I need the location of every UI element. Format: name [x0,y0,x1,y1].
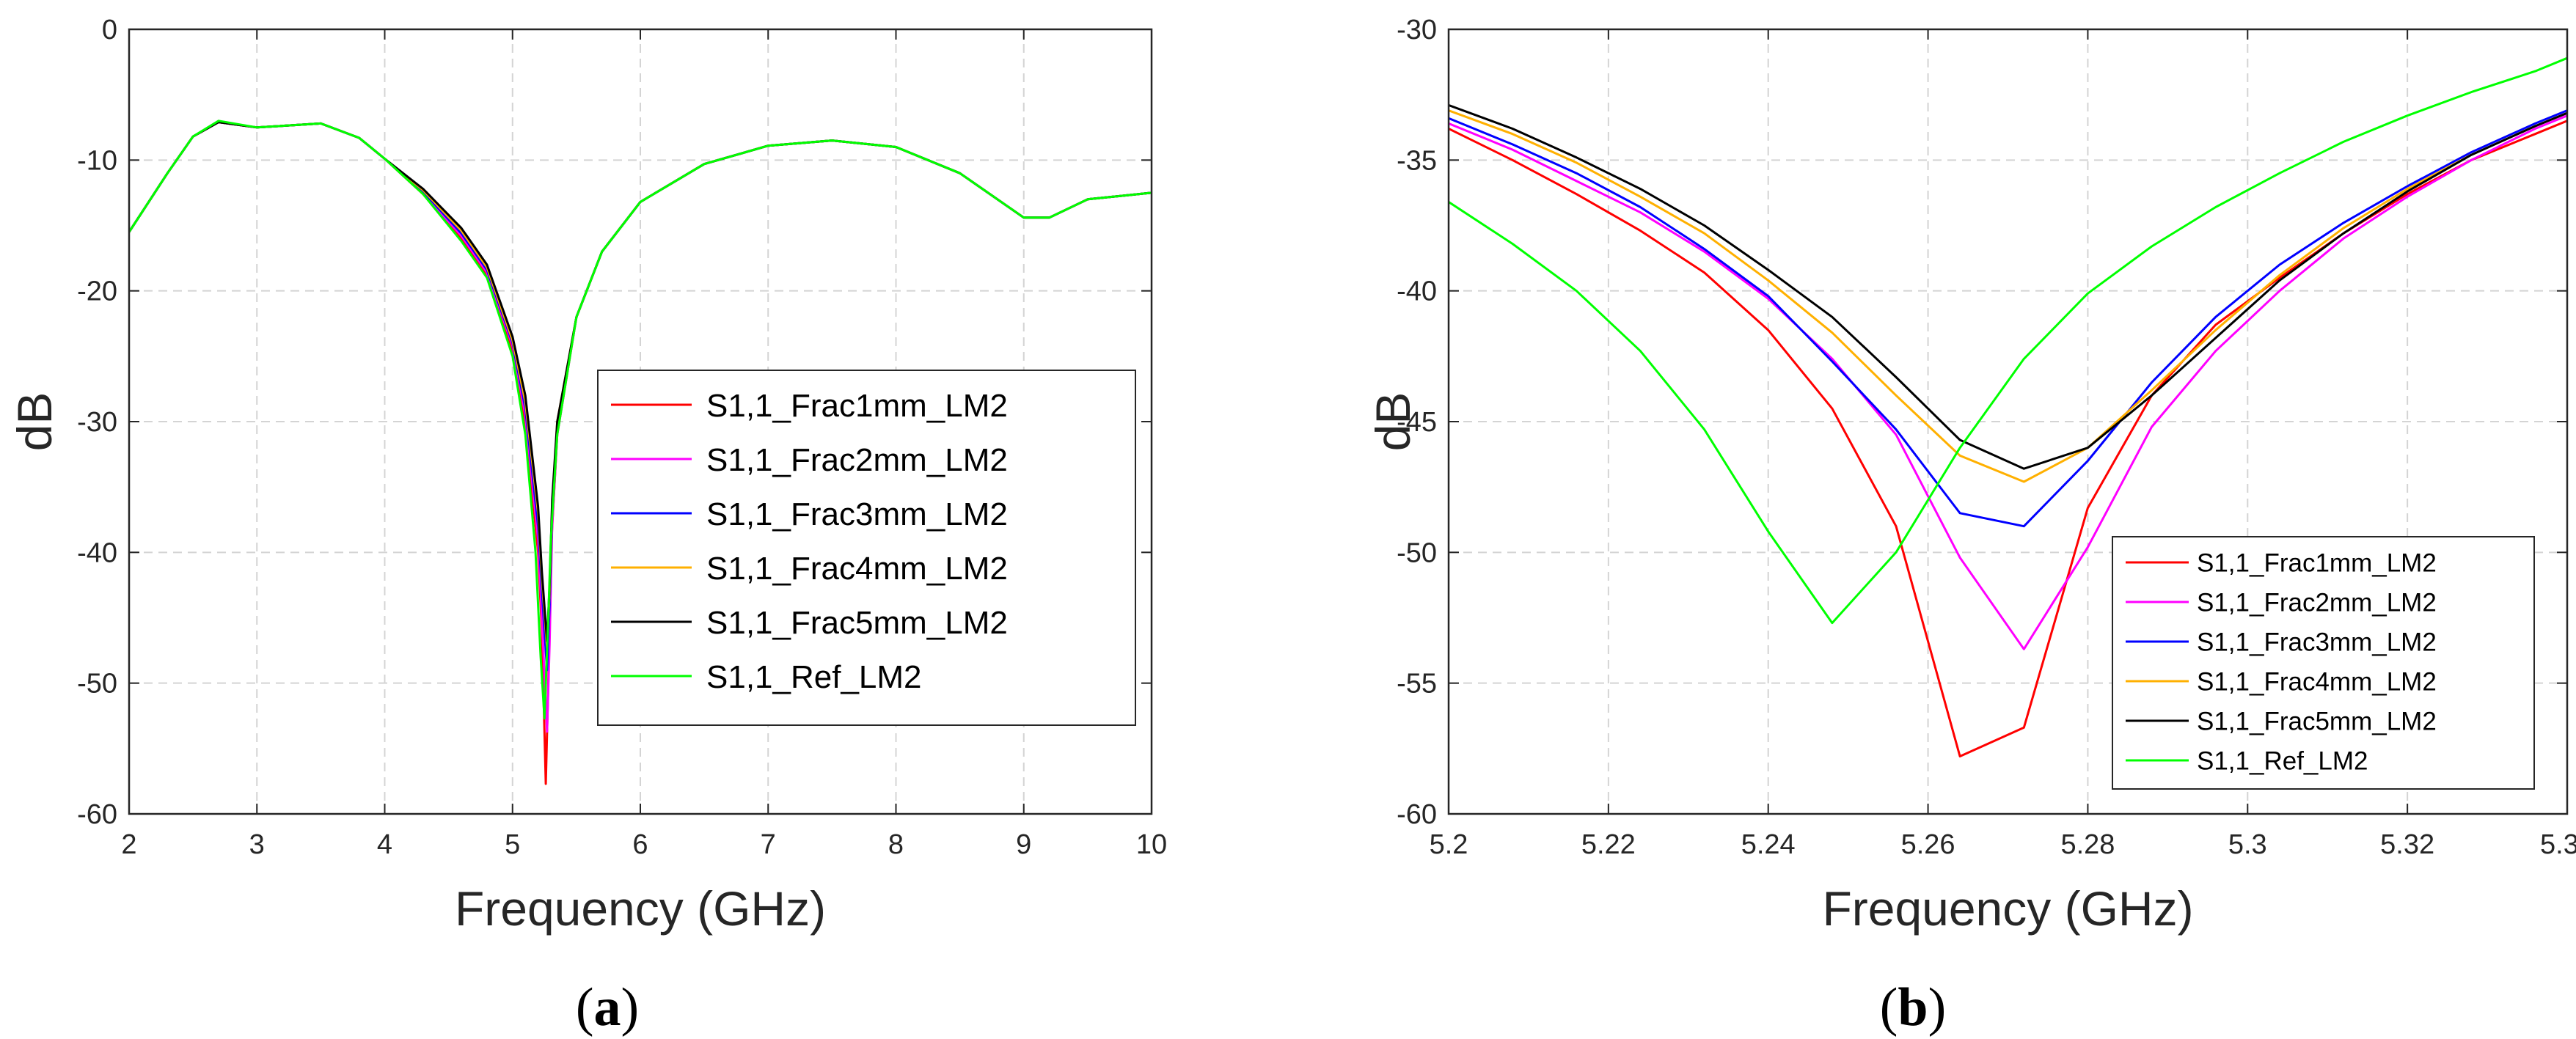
y-tick-label: -30 [77,407,117,438]
x-tick-label: 2 [121,829,136,860]
y-tick-label: -45 [1397,407,1437,438]
x-tick-label: 7 [761,829,776,860]
legend-label: S1,1_Ref_LM2 [2197,747,2368,776]
series-line-frac4 [1449,109,2567,483]
legend-label: S1,1_Frac1mm_LM2 [2197,549,2437,578]
chart-b: 5.2 5.22 5.24 5.26 5.28 5.3 5.32 5.34 -30 -35 -40 -… [1366,15,2576,936]
legend-box [597,370,1136,726]
legend-label: S1,1_Frac2mm_LM2 [706,442,1008,478]
legend-label: S1,1_Frac3mm_LM2 [2197,628,2437,657]
legend: S1,1_Frac1mm_LM2 S1,1_Frac2mm_LM2 S1,1_Fra… [2112,536,2535,790]
x-axis-title: Frequency (GHz) [455,881,826,936]
x-tick-label: 6 [632,829,648,860]
y-tick-label: 0 [102,15,117,45]
x-axis-title: Frequency (GHz) [1822,881,2193,936]
x-tick-label: 3 [249,829,265,860]
x-tick-label: 8 [888,829,904,860]
y-tick-label: -30 [1397,15,1437,45]
x-tick-label: 10 [1136,829,1167,860]
x-tick-label: 5.24 [1741,829,1796,860]
series-line-frac1 [1449,120,2567,757]
legend-label: S1,1_Frac4mm_LM2 [706,551,1008,587]
x-tick-label: 5.26 [1901,829,1955,860]
y-tick-label: -55 [1397,669,1437,700]
y-tick-label: -10 [77,145,117,176]
caption-b: (b) [1880,977,1946,1038]
series-line-frac3 [1449,109,2567,528]
legend: S1,1_Frac1mm_LM2 S1,1_Frac2mm_LM2 S1,1_Fra… [597,370,1136,726]
legend-label: S1,1_Frac5mm_LM2 [2197,708,2437,736]
chart-a: 2 3 4 5 6 7 8 9 10 0 -10 -20 -30 -40 -50 -60 Frequency (… [7,15,1167,936]
legend-label: S1,1_Frac3mm_LM2 [706,496,1008,532]
x-tick-label: 9 [1016,829,1031,860]
y-tick-label: -60 [77,799,117,830]
y-axis-title: dB [7,392,62,452]
y-tick-label: -20 [77,276,117,307]
series-line-frac5 [1449,103,2567,470]
series-group [1449,56,2567,757]
legend-label: S1,1_Frac5mm_LM2 [706,605,1008,641]
y-tick-label: -50 [77,669,117,700]
series-line-ref [129,120,1152,720]
x-tick-label: 5 [505,829,520,860]
y-tick-label: -40 [1397,276,1437,307]
legend-label: S1,1_Frac4mm_LM2 [2197,668,2437,697]
legend-box [2112,536,2535,790]
y-tick-label: -35 [1397,145,1437,176]
y-tick-label: -60 [1397,799,1437,830]
x-tick-label: 5.34 [2540,829,2576,860]
series-line-frac2 [1449,114,2567,650]
series-group [129,120,1152,785]
x-tick-label: 4 [377,829,392,860]
caption-a: (a) [576,977,639,1038]
x-tick-label: 5.22 [1581,829,1636,860]
legend-label: S1,1_Frac1mm_LM2 [706,388,1008,424]
x-tick-label: 5.28 [2060,829,2115,860]
y-tick-label: -40 [77,537,117,568]
series-line-ref [1449,56,2567,625]
y-tick-label: -50 [1397,537,1437,568]
y-axis-title: dB [1366,392,1420,452]
x-tick-label: 5.32 [2380,829,2434,860]
legend-label: S1,1_Ref_LM2 [706,659,922,695]
legend-label: S1,1_Frac2mm_LM2 [2197,589,2437,617]
x-tick-label: 5.3 [2228,829,2267,860]
x-tick-label: 5.2 [1430,829,1468,860]
